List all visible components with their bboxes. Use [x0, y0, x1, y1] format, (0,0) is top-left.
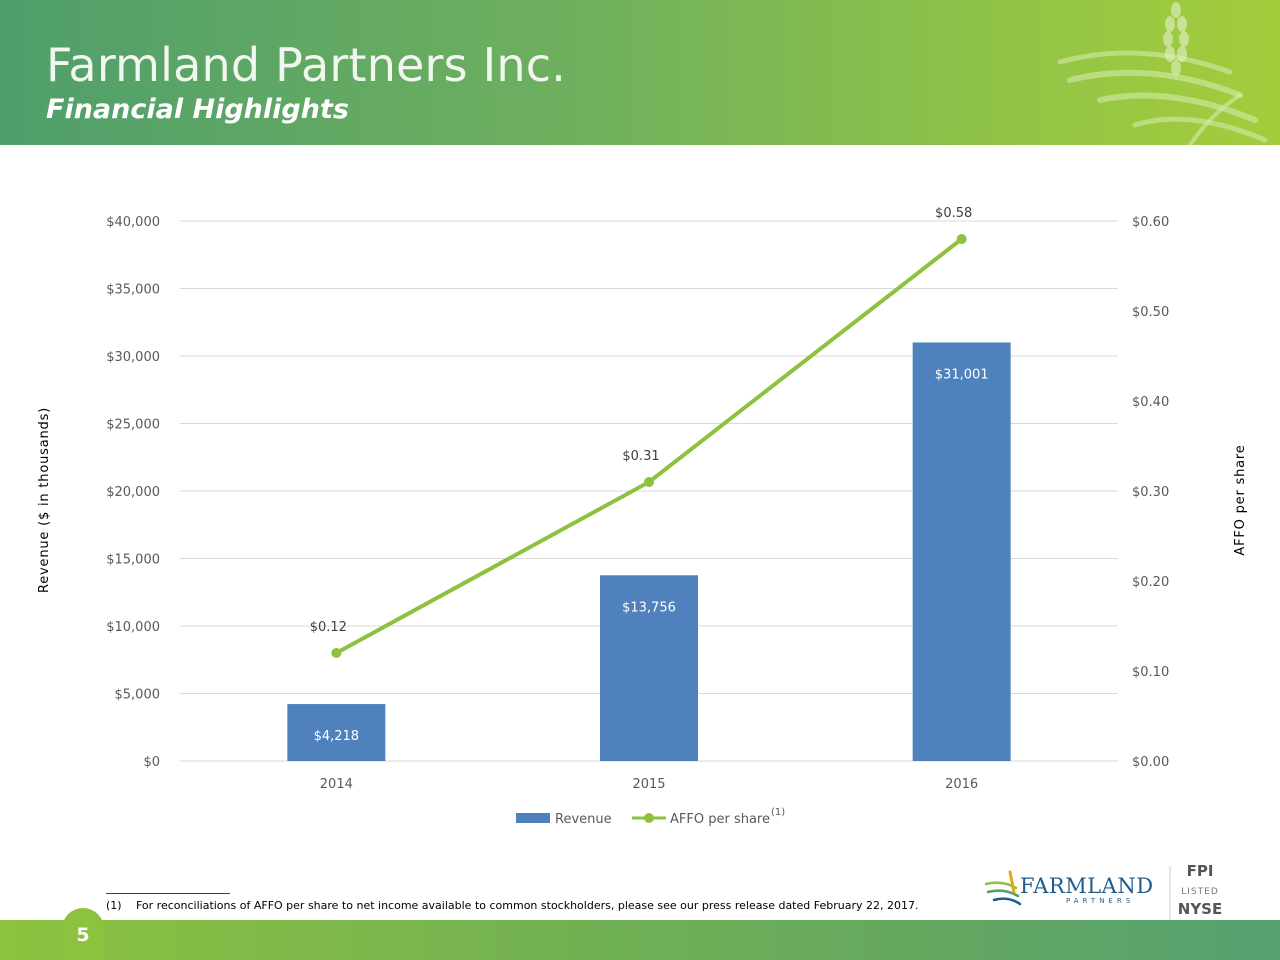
y2-tick-label: $0.60 [1132, 215, 1169, 230]
y2-tick-label: $0.20 [1132, 575, 1169, 590]
farmland-partners-logo: FARMLAND PARTNERS FPI LISTED NYSE [984, 862, 1222, 920]
y-tick-label: $25,000 [106, 418, 160, 433]
affo-point [956, 234, 967, 244]
affo-data-label: $0.12 [310, 620, 347, 635]
revenue-bar [287, 704, 386, 761]
y-tick-label: $30,000 [106, 350, 160, 365]
revenue-affo-combo-chart: $4,218 $13,756 $31,001 $0.12 $0.31 $0.58 $0 $5… [37, 206, 1248, 827]
footnote-number: (1) [106, 899, 122, 912]
listed-label: LISTED [1181, 887, 1219, 897]
revenue-bar [912, 342, 1011, 761]
x-tick-label: 2014 [320, 777, 353, 792]
y2-tick-label: $0.50 [1132, 305, 1169, 320]
affo-data-label: $0.31 [622, 449, 659, 464]
logo-tagline: PARTNERS [1066, 897, 1134, 905]
y-tick-label: $20,000 [106, 485, 160, 500]
wheat-swoosh-icon [1057, 2, 1268, 145]
y-tick-label: $0 [143, 755, 160, 770]
y-tick-label: $15,000 [106, 553, 160, 568]
y2-tick-label: $0.10 [1132, 665, 1169, 680]
legend-footnote-marker: (1) [771, 807, 785, 818]
revenue-bar [600, 575, 698, 761]
legend-revenue-swatch [516, 813, 550, 823]
y-tick-label: $10,000 [106, 620, 160, 635]
x-tick-label: 2016 [945, 777, 978, 792]
logo-swoosh-icon [984, 870, 1022, 906]
revenue-data-label: $31,001 [935, 367, 989, 382]
slide-title: Farmland Partners Inc. [46, 38, 567, 92]
y-tick-label: $35,000 [106, 283, 160, 298]
footnote: (1) For reconciliations of AFFO per share… [106, 899, 918, 912]
y2-tick-label: $0.40 [1132, 395, 1169, 410]
revenue-data-label: $4,218 [314, 729, 360, 744]
y2-axis-title: AFFO per share [1233, 444, 1248, 555]
y-tick-label: $5,000 [115, 688, 161, 703]
slide-header: Farmland Partners Inc. Financial Highlig… [0, 0, 1280, 145]
legend-revenue-label: Revenue [555, 812, 612, 827]
slide-subtitle: Financial Highlights [46, 94, 349, 125]
exchange-label: NYSE [1178, 900, 1222, 918]
legend-affo-label: AFFO per share [670, 812, 770, 827]
footer-bar [0, 920, 1280, 960]
revenue-data-label: $13,756 [622, 600, 676, 615]
footnote-text: For reconciliations of AFFO per share to… [136, 899, 919, 912]
x-tick-label: 2015 [632, 777, 665, 792]
page-number-tab [62, 908, 104, 960]
legend-affo-marker [644, 813, 654, 823]
y2-tick-label: $0.30 [1132, 485, 1169, 500]
footnote-divider [106, 893, 230, 894]
ticker-label: FPI [1187, 862, 1214, 880]
affo-data-label: $0.58 [935, 206, 972, 221]
affo-point [644, 477, 654, 487]
y2-tick-label: $0.00 [1132, 755, 1169, 770]
y-axis-title: Revenue ($ in thousands) [37, 407, 52, 593]
page-number: 5 [76, 924, 90, 946]
affo-point [331, 648, 342, 658]
y-tick-label: $40,000 [106, 215, 160, 230]
logo-wordmark: FARMLAND [1020, 874, 1154, 898]
